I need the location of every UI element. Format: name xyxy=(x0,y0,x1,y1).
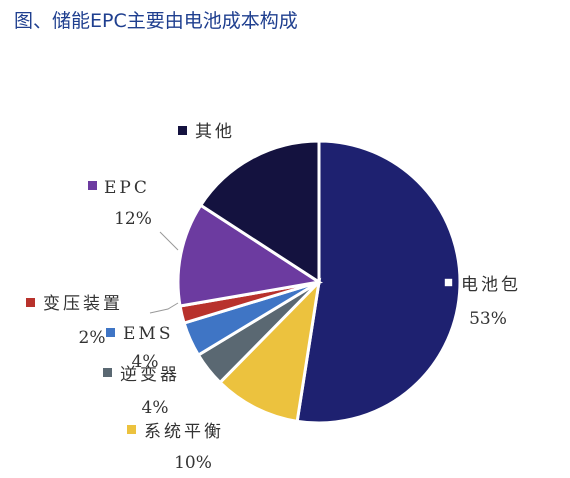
leader-line-4 xyxy=(149,302,179,314)
slice-label-5: EPC xyxy=(104,178,150,198)
legend-marker-2 xyxy=(103,368,112,377)
legend-marker-1 xyxy=(127,425,136,434)
pie-slice-5 xyxy=(176,203,324,308)
slice-label-1: 系统平衡 xyxy=(144,422,224,442)
leader-line-5 xyxy=(159,231,179,251)
legend-marker-0 xyxy=(443,277,454,288)
pie-slice-6 xyxy=(198,139,321,285)
pie-slices xyxy=(176,139,462,425)
pie-slice-1 xyxy=(217,277,322,424)
legend-marker-3 xyxy=(106,328,115,337)
slice-value-label-3: 4% xyxy=(132,352,159,372)
legend-marker-6 xyxy=(178,126,187,135)
legend-marker-4 xyxy=(26,298,35,307)
leader-lines xyxy=(149,231,179,314)
slice-value-label-0: 53% xyxy=(469,309,507,329)
legend-marker-5 xyxy=(88,181,97,190)
slice-label-4: 变压装置 xyxy=(43,294,123,314)
slice-label-2: 逆变器 xyxy=(120,365,180,385)
slice-value-label-5: 12% xyxy=(114,209,152,229)
pie-slice-0 xyxy=(295,139,462,425)
slice-value-label-1: 10% xyxy=(174,453,212,473)
slice-value-label-4: 2% xyxy=(79,328,106,348)
slice-label-3: EMS xyxy=(123,324,173,344)
slice-label-0: 电池包 xyxy=(461,275,521,295)
slice-label-6: 其他 xyxy=(195,122,235,142)
chart-title: 图、储能EPC主要由电池成本构成 xyxy=(14,10,298,32)
slice-value-label-2: 4% xyxy=(142,398,169,418)
